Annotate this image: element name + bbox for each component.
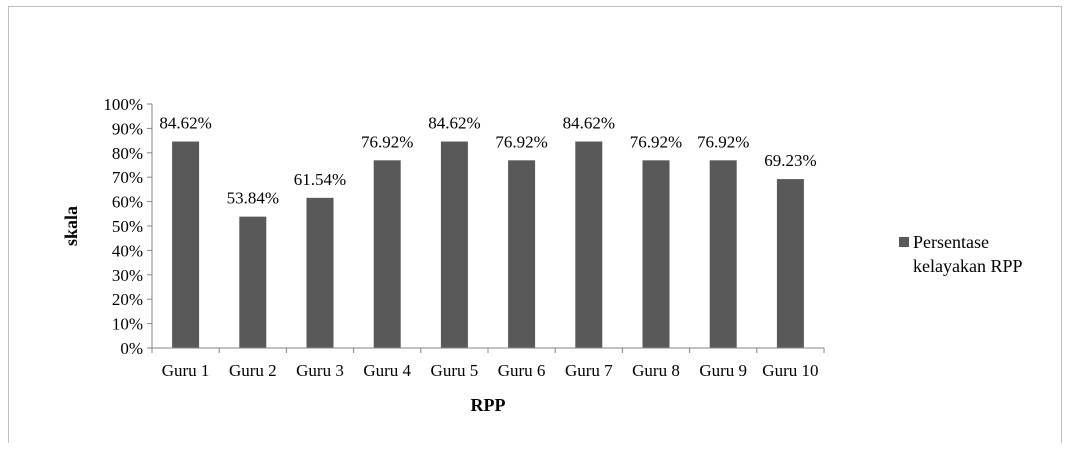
y-axis-ticks: 0% 10% 20% 30% 40% 50% 60% 70% 80% 90% 100% — [103, 95, 152, 358]
bar-value-label: 53.84% — [227, 189, 279, 208]
bar-value-label: 76.92% — [630, 132, 682, 151]
bar — [239, 216, 267, 348]
y-tick-label: 60% — [112, 193, 143, 212]
bar — [709, 160, 737, 348]
y-axis-title: skala — [61, 206, 81, 246]
bars — [172, 141, 804, 348]
data-labels: 84.62% 53.84% 61.54% 76.92% 84.62% 76.92% 84.6… — [159, 114, 816, 208]
y-tick-label: 20% — [112, 290, 143, 309]
x-tick-label: Guru 8 — [632, 361, 680, 380]
legend: Persentase kelayakan RPP — [899, 232, 1023, 276]
x-tick-label: Guru 5 — [431, 361, 479, 380]
bar-value-label: 84.62% — [428, 114, 480, 133]
bar — [306, 197, 334, 348]
y-tick-label: 80% — [112, 144, 143, 163]
y-tick-label: 100% — [103, 95, 143, 114]
x-axis-ticks: Guru 1 Guru 2 Guru 3 Guru 4 Guru 5 Guru 6 Guru… — [151, 348, 825, 380]
bar — [776, 179, 804, 348]
legend-swatch — [899, 237, 909, 247]
x-tick-label: Guru 9 — [699, 361, 747, 380]
x-tick-label: Guru 10 — [762, 361, 818, 380]
y-tick-label: 10% — [112, 315, 143, 334]
bar-value-label: 84.62% — [563, 114, 615, 133]
x-axis-title: RPP — [471, 395, 506, 415]
legend-label-line-1: Persentase — [913, 232, 989, 252]
y-tick-label: 40% — [112, 241, 143, 260]
bar-value-label: 84.62% — [159, 114, 211, 133]
y-tick-label: 30% — [112, 266, 143, 285]
legend-label-line-2: kelayakan RPP — [913, 256, 1023, 276]
bar — [172, 141, 200, 348]
bar-value-label: 61.54% — [294, 170, 346, 189]
bar — [440, 141, 468, 348]
bar — [508, 160, 536, 348]
bar — [642, 160, 670, 348]
y-tick-label: 0% — [120, 339, 143, 358]
x-tick-label: Guru 7 — [565, 361, 613, 380]
x-tick-label: Guru 3 — [296, 361, 344, 380]
chart-frame — [8, 6, 1062, 443]
bar-value-label: 76.92% — [361, 132, 413, 151]
x-tick-label: Guru 1 — [162, 361, 210, 380]
x-tick-label: Guru 2 — [229, 361, 277, 380]
bar-value-label: 69.23% — [764, 151, 816, 170]
y-tick-label: 50% — [112, 217, 143, 236]
x-tick-label: Guru 4 — [363, 361, 411, 380]
bar-value-label: 76.92% — [697, 132, 749, 151]
y-tick-label: 70% — [112, 168, 143, 187]
bar-value-label: 76.92% — [495, 132, 547, 151]
y-tick-label: 90% — [112, 119, 143, 138]
x-tick-label: Guru 6 — [498, 361, 546, 380]
bar — [373, 160, 401, 348]
bar — [575, 141, 603, 348]
